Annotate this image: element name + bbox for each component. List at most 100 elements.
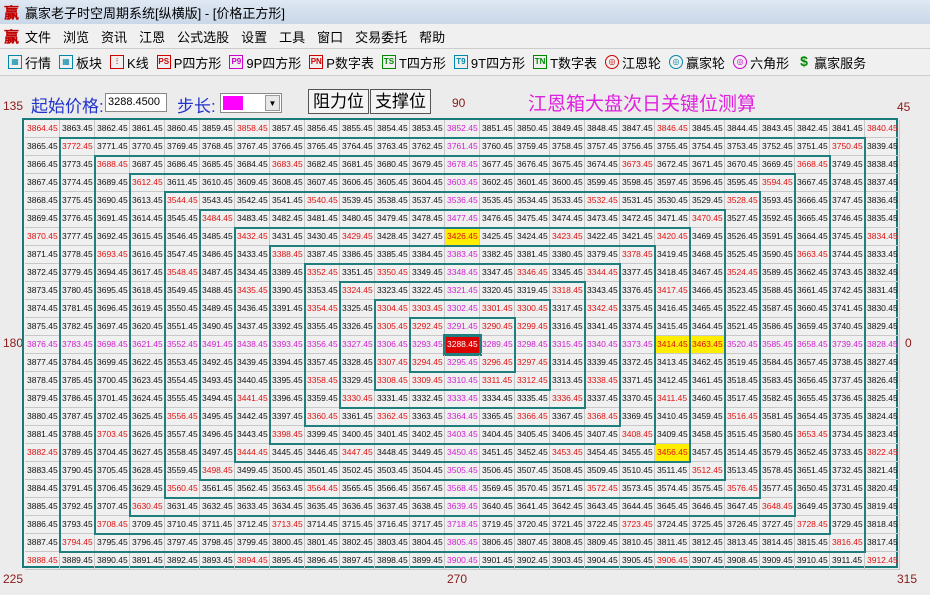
chevron-down-icon[interactable]: ▼ <box>265 95 280 111</box>
price-cell: 3598.45 <box>620 174 655 192</box>
toolbar-button[interactable]: ◎ 六角形 <box>733 53 789 72</box>
toolbar-button[interactable]: PS P四方形 <box>156 53 221 72</box>
price-cell: 3322.45 <box>410 282 445 300</box>
price-cell: 3558.45 <box>165 444 200 462</box>
price-cell: 3911.45 <box>830 552 865 570</box>
price-cell: 3713.45 <box>270 516 305 534</box>
price-cell: 3512.45 <box>690 462 725 480</box>
price-cell: 3853.45 <box>410 120 445 138</box>
price-cell: 3468.45 <box>690 246 725 264</box>
price-cell: 3592.45 <box>760 210 795 228</box>
price-cell: 3422.45 <box>585 228 620 246</box>
price-cell: 3373.45 <box>620 336 655 354</box>
price-cell: 3368.45 <box>585 408 620 426</box>
price-cell: 3704.45 <box>95 444 130 462</box>
price-cell: 3299.45 <box>515 318 550 336</box>
toolbar-button[interactable]: ⫶ K线 <box>110 53 149 72</box>
menu-item[interactable]: 工具 <box>279 29 306 45</box>
price-cell: 3582.45 <box>760 390 795 408</box>
price-cell: 3330.45 <box>340 390 375 408</box>
price-cell: 3877.45 <box>25 354 60 372</box>
angle-label-315: 315 <box>897 572 918 586</box>
menu-item[interactable]: 江恩 <box>139 29 166 45</box>
price-cell: 3571.45 <box>550 480 585 498</box>
menu-item[interactable]: 交易委托 <box>355 29 408 45</box>
price-cell: 3629.45 <box>130 480 165 498</box>
price-cell: 3819.45 <box>865 498 900 516</box>
resistance-button[interactable]: 阻力位 <box>308 89 369 114</box>
menu-item[interactable]: 资讯 <box>101 29 128 45</box>
price-cell: 3711.45 <box>200 516 235 534</box>
toolbar-button[interactable]: PN P数字表 <box>309 53 374 72</box>
price-cell: 3701.45 <box>95 390 130 408</box>
price-cell: 3771.45 <box>95 138 130 156</box>
angle-label-0: 0 <box>905 336 912 350</box>
price-cell: 3476.45 <box>480 210 515 228</box>
price-cell: 3686.45 <box>165 156 200 174</box>
price-cell: 3801.45 <box>305 534 340 552</box>
price-cell: 3549.45 <box>165 282 200 300</box>
price-cell: 3766.45 <box>270 138 305 156</box>
menu-item[interactable]: 窗口 <box>317 29 344 45</box>
price-cell: 3820.45 <box>865 480 900 498</box>
toolbar-button[interactable]: $ 赢家服务 <box>797 53 866 72</box>
price-cell: 3602.45 <box>480 174 515 192</box>
price-cell: 3406.45 <box>550 426 585 444</box>
angle-label-135: 135 <box>3 99 24 113</box>
price-cell: 3756.45 <box>620 138 655 156</box>
price-cell: 3625.45 <box>130 408 165 426</box>
toolbar-button[interactable]: TS T四方形 <box>381 53 446 72</box>
price-cell: 3709.45 <box>130 516 165 534</box>
price-cell: 3392.45 <box>270 318 305 336</box>
price-cell: 3542.45 <box>235 192 270 210</box>
price-cell: 3672.45 <box>655 156 690 174</box>
price-cell: 3594.45 <box>760 174 795 192</box>
price-cell: 3908.45 <box>725 552 760 570</box>
price-cell: 3502.45 <box>340 462 375 480</box>
price-cell: 3379.45 <box>585 246 620 264</box>
toolbar-button[interactable]: ◎ 赢家轮 <box>669 53 725 72</box>
menu-item[interactable]: 浏览 <box>63 29 90 45</box>
price-cell: 3409.45 <box>655 426 690 444</box>
pn-icon: PN <box>309 55 324 69</box>
price-cell: 3795.45 <box>95 534 130 552</box>
menu-item[interactable]: 公式选股 <box>177 29 230 45</box>
price-cell: 3879.45 <box>25 390 60 408</box>
price-cell: 3497.45 <box>200 444 235 462</box>
price-cell: 3731.45 <box>830 480 865 498</box>
price-cell: 3765.45 <box>305 138 340 156</box>
price-cell: 3325.45 <box>340 300 375 318</box>
price-cell: 3528.45 <box>725 192 760 210</box>
price-cell: 3456.45 <box>655 444 690 462</box>
price-cell: 3650.45 <box>795 480 830 498</box>
support-button[interactable]: 支撑位 <box>370 89 431 114</box>
price-cell: 3316.45 <box>550 318 585 336</box>
toolbar-button[interactable]: ▦ 板块 <box>59 53 102 72</box>
toolbar-button[interactable]: TN T数字表 <box>533 53 597 72</box>
price-cell: 3747.45 <box>830 192 865 210</box>
toolbar-button[interactable]: P9 9P四方形 <box>229 53 301 72</box>
price-cell: 3416.45 <box>655 300 690 318</box>
price-cell: 3578.45 <box>760 462 795 480</box>
price-cell: 3477.45 <box>445 210 480 228</box>
menu-item[interactable]: 帮助 <box>419 29 446 45</box>
price-cell: 3630.45 <box>130 498 165 516</box>
price-cell: 3892.45 <box>165 552 200 570</box>
toolbar-button[interactable]: T9 9T四方形 <box>453 53 525 72</box>
toolbar-button[interactable]: ◎ 江恩轮 <box>605 53 661 72</box>
price-cell: 3551.45 <box>165 318 200 336</box>
menu-item[interactable]: 设置 <box>241 29 268 45</box>
price-cell: 3386.45 <box>340 246 375 264</box>
price-cell: 3518.45 <box>725 372 760 390</box>
price-cell: 3298.45 <box>515 336 550 354</box>
price-cell: 3668.45 <box>795 156 830 174</box>
step-select[interactable]: ▼ <box>220 93 282 113</box>
price-cell: 3417.45 <box>655 282 690 300</box>
menu-item[interactable]: 文件 <box>25 29 52 45</box>
price-cell: 3867.45 <box>25 174 60 192</box>
price-cell: 3645.45 <box>655 498 690 516</box>
price-cell: 3887.45 <box>25 534 60 552</box>
start-price-input[interactable]: 3288.4500 <box>105 93 167 112</box>
price-cell: 3859.45 <box>200 120 235 138</box>
toolbar-button[interactable]: ▦ 行情 <box>8 53 51 72</box>
